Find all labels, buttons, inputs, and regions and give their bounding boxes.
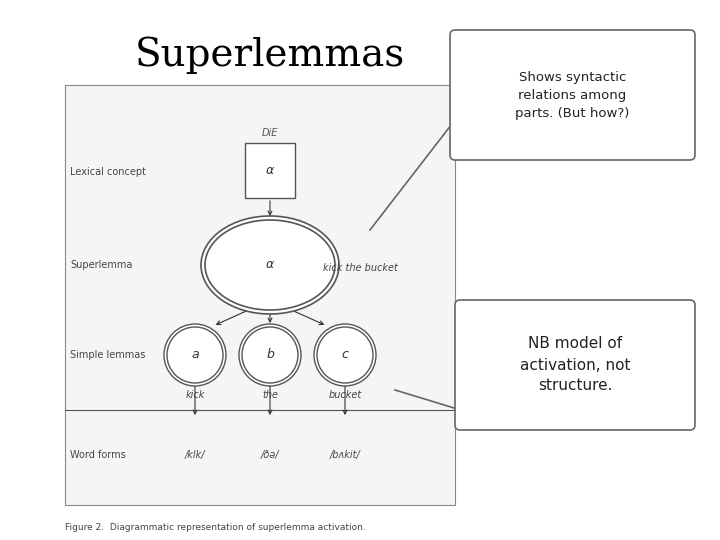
Text: Superlemma: Superlemma <box>70 260 132 270</box>
Text: c: c <box>341 348 348 361</box>
Text: NB model of
activation, not
structure.: NB model of activation, not structure. <box>520 336 630 394</box>
Text: the: the <box>262 390 278 400</box>
Ellipse shape <box>239 324 301 386</box>
FancyBboxPatch shape <box>450 30 695 160</box>
Text: kick the bucket: kick the bucket <box>323 263 397 273</box>
Text: bucket: bucket <box>328 390 361 400</box>
Ellipse shape <box>164 324 226 386</box>
Text: Word forms: Word forms <box>70 450 126 460</box>
Text: /ðə/: /ðə/ <box>261 450 279 460</box>
Text: Lexical concept: Lexical concept <box>70 167 146 177</box>
Text: b: b <box>266 348 274 361</box>
Text: α: α <box>266 259 274 272</box>
Text: /klk/: /klk/ <box>185 450 205 460</box>
Text: a: a <box>192 348 199 361</box>
Ellipse shape <box>242 327 298 383</box>
Text: Figure 2.  Diagrammatic representation of superlemma activation.: Figure 2. Diagrammatic representation of… <box>65 523 366 532</box>
Ellipse shape <box>167 327 223 383</box>
Text: α: α <box>266 164 274 177</box>
FancyBboxPatch shape <box>455 300 695 430</box>
Ellipse shape <box>201 216 339 314</box>
Text: kick: kick <box>185 390 204 400</box>
Text: Simple lemmas: Simple lemmas <box>70 350 145 360</box>
Text: /bʌkit/: /bʌkit/ <box>330 450 361 460</box>
Ellipse shape <box>205 220 335 310</box>
Ellipse shape <box>314 324 376 386</box>
Text: Shows syntactic
relations among
parts. (But how?): Shows syntactic relations among parts. (… <box>516 71 630 119</box>
Text: Superlemmas: Superlemmas <box>135 36 405 74</box>
Text: DiE: DiE <box>262 127 278 138</box>
Bar <box>245 143 295 198</box>
Ellipse shape <box>317 327 373 383</box>
FancyBboxPatch shape <box>65 85 455 505</box>
